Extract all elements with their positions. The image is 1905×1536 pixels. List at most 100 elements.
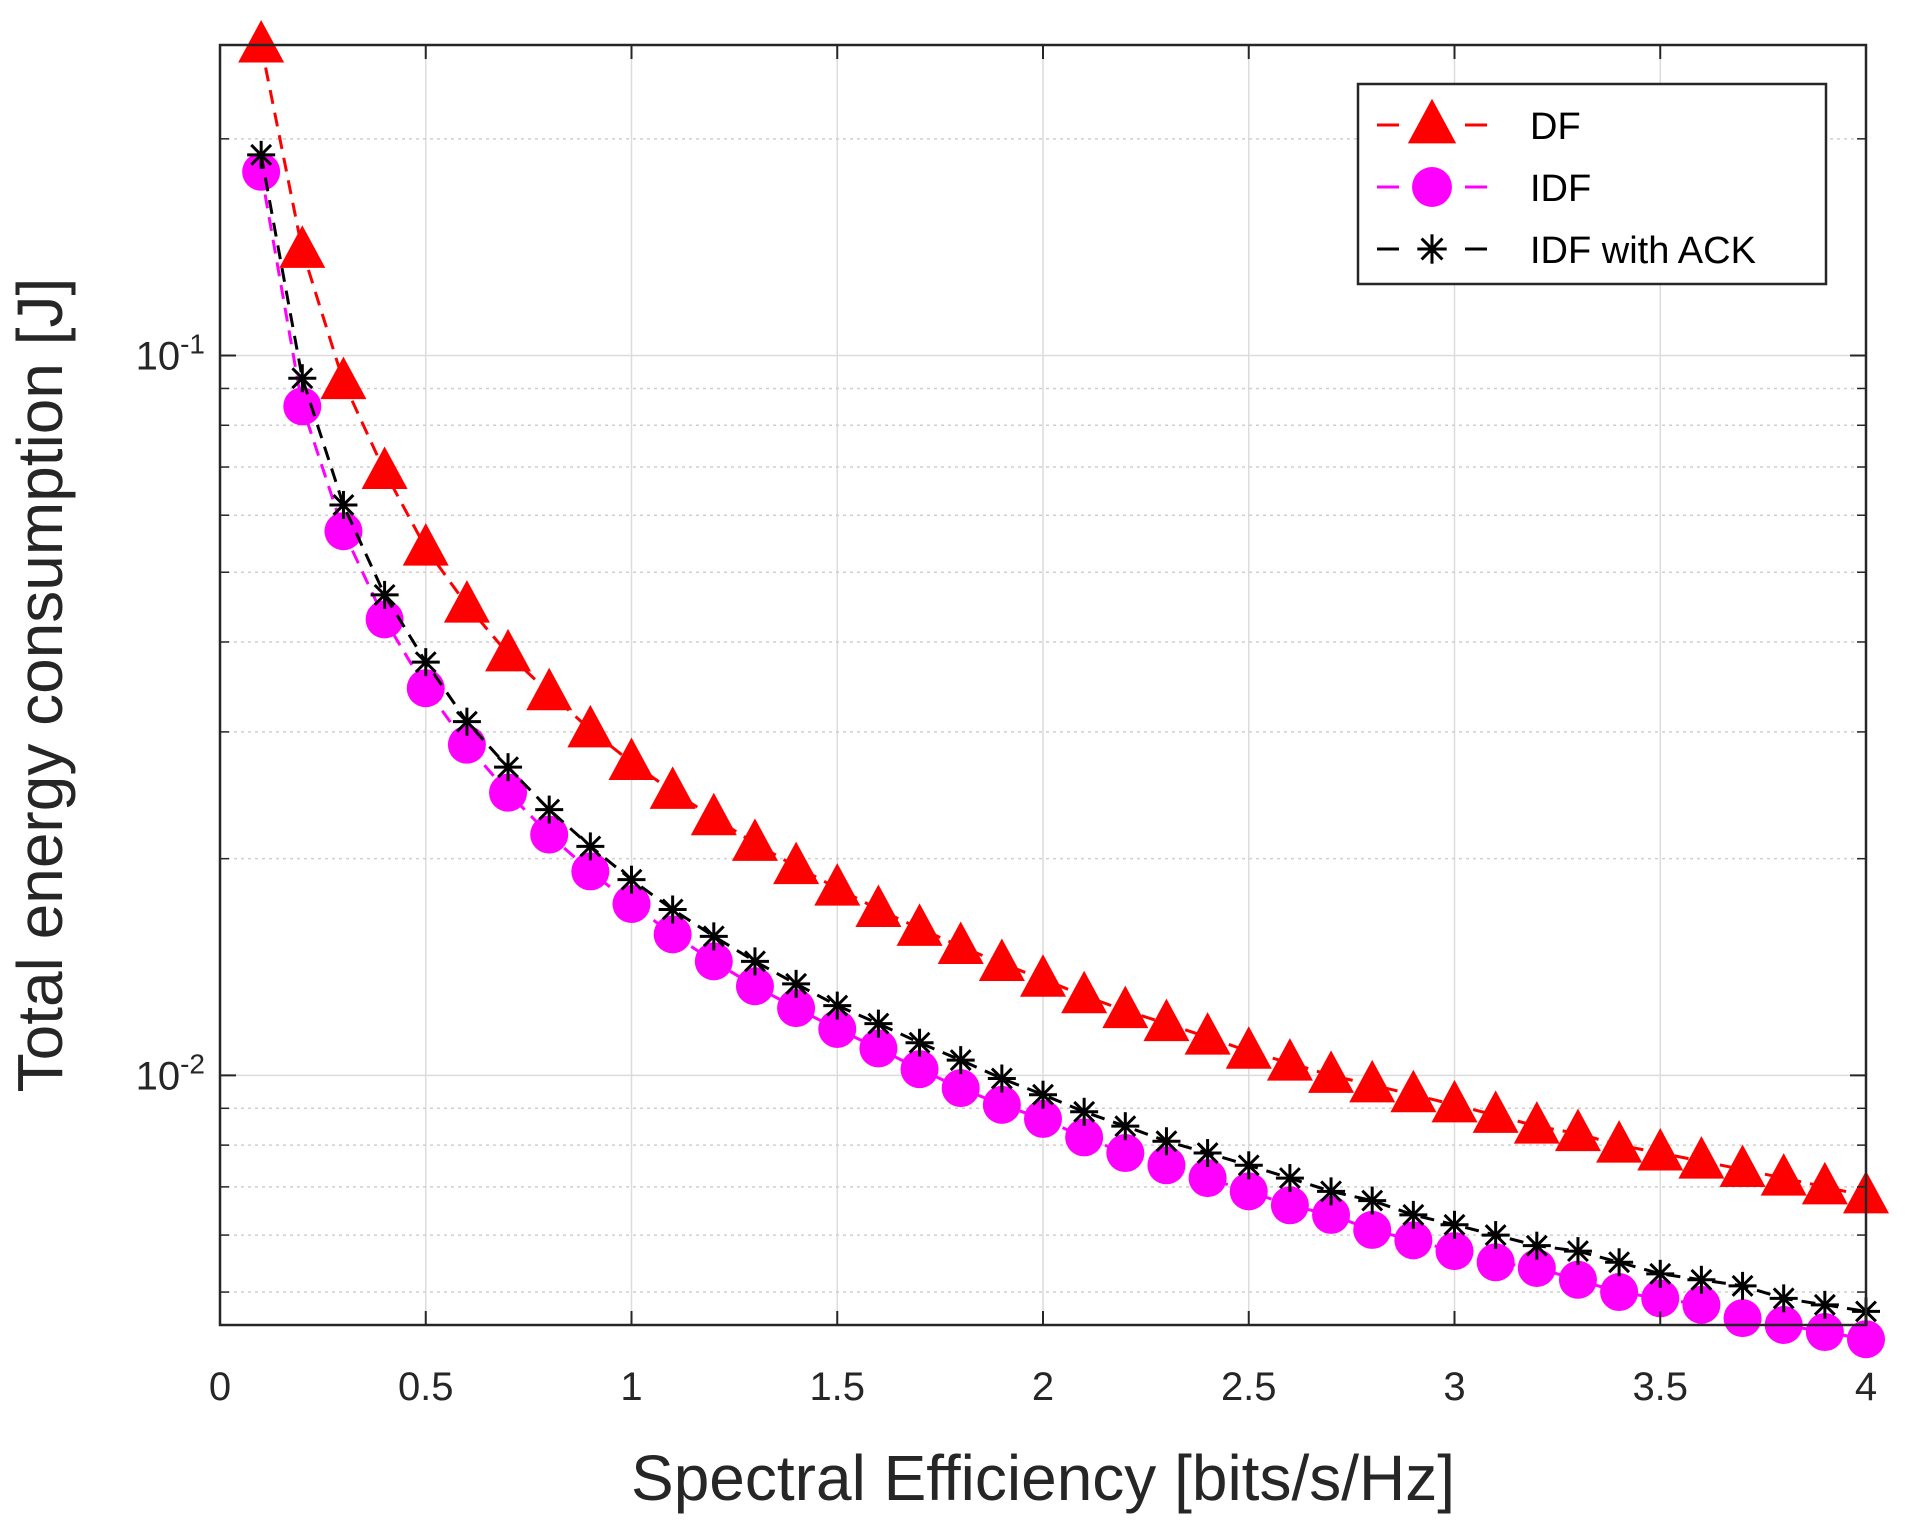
data-point-idf bbox=[1229, 1172, 1268, 1211]
data-point-df bbox=[855, 884, 902, 927]
data-point-idf bbox=[1558, 1260, 1597, 1299]
data-point-idf-with-ack bbox=[1029, 1080, 1057, 1109]
asterisk-stroke bbox=[1278, 1167, 1301, 1190]
y-tick-label: 10-2 bbox=[136, 1048, 205, 1098]
x-axis-label: Spectral Efficiency [bits/s/Hz] bbox=[631, 1442, 1455, 1514]
legend-marker-idf bbox=[1412, 167, 1452, 207]
data-point-idf bbox=[1188, 1159, 1227, 1198]
data-point-df bbox=[1554, 1108, 1601, 1152]
data-point-idf-with-ack bbox=[782, 969, 811, 998]
asterisk-stroke bbox=[1196, 1142, 1219, 1165]
data-point-idf bbox=[982, 1085, 1021, 1124]
data-point-df bbox=[649, 766, 696, 809]
data-point-df bbox=[1760, 1153, 1807, 1196]
data-point-df bbox=[1225, 1026, 1272, 1069]
data-point-idf-with-ack bbox=[1646, 1259, 1675, 1288]
data-point-df bbox=[1596, 1120, 1643, 1163]
data-point-idf-with-ack bbox=[905, 1028, 934, 1057]
data-point-df bbox=[690, 792, 737, 836]
data-point-idf bbox=[612, 885, 651, 924]
asterisk-stroke bbox=[373, 583, 396, 606]
asterisk-stroke bbox=[1731, 1274, 1754, 1297]
asterisk-stroke bbox=[826, 994, 849, 1017]
data-point-idf bbox=[1723, 1299, 1762, 1338]
asterisk-stroke bbox=[1032, 1083, 1054, 1106]
asterisk-stroke bbox=[250, 143, 273, 166]
data-point-idf bbox=[1394, 1221, 1433, 1260]
data-point-idf-with-ack bbox=[1152, 1127, 1181, 1156]
data-point-idf bbox=[1312, 1195, 1351, 1234]
asterisk-stroke bbox=[1566, 1240, 1589, 1263]
x-tick-label: 3.5 bbox=[1632, 1365, 1688, 1409]
asterisk-stroke bbox=[990, 1067, 1013, 1090]
x-tick-label: 1.5 bbox=[809, 1365, 865, 1409]
data-point-df bbox=[1020, 954, 1066, 997]
data-point-idf-with-ack bbox=[740, 947, 769, 976]
data-point-df bbox=[1266, 1038, 1313, 1081]
series-idf bbox=[242, 152, 1885, 1359]
data-point-idf-with-ack bbox=[617, 865, 646, 894]
data-point-df bbox=[320, 356, 367, 400]
asterisk-stroke bbox=[538, 798, 561, 821]
data-point-idf-with-ack bbox=[699, 922, 728, 951]
data-point-idf bbox=[1641, 1279, 1680, 1318]
data-point-idf-with-ack bbox=[1111, 1112, 1140, 1141]
data-point-idf-with-ack bbox=[1358, 1186, 1387, 1215]
data-point-idf bbox=[1435, 1232, 1474, 1271]
data-point-df bbox=[731, 818, 778, 861]
series-line-df bbox=[259, 44, 1867, 1198]
asterisk-stroke bbox=[332, 494, 355, 516]
data-point-df bbox=[1061, 970, 1108, 1014]
legend-label-idf-with-ack: IDF with ACK bbox=[1530, 230, 1756, 272]
asterisk-stroke bbox=[661, 898, 684, 921]
asterisk-stroke bbox=[291, 367, 314, 390]
data-point-idf-with-ack bbox=[1687, 1265, 1716, 1294]
x-tick-label: 1 bbox=[620, 1365, 642, 1409]
data-point-idf-with-ack bbox=[1810, 1290, 1839, 1319]
data-point-idf bbox=[1476, 1243, 1515, 1282]
data-point-idf bbox=[694, 942, 733, 981]
y-axis-label: Total energy consumption [J] bbox=[4, 278, 76, 1093]
series-line-idf-with-ack bbox=[259, 154, 1867, 1313]
asterisk-stroke bbox=[414, 651, 437, 674]
asterisk-stroke bbox=[620, 868, 643, 891]
data-point-idf-with-ack bbox=[1440, 1210, 1469, 1239]
data-point-idf bbox=[1682, 1285, 1721, 1324]
asterisk-stroke bbox=[1649, 1262, 1672, 1285]
data-point-idf-with-ack bbox=[576, 832, 605, 861]
asterisk-stroke bbox=[702, 925, 725, 948]
data-point-idf bbox=[1065, 1118, 1104, 1157]
data-point-df bbox=[1308, 1050, 1355, 1093]
data-point-idf-with-ack bbox=[411, 648, 440, 677]
data-point-idf-with-ack bbox=[823, 991, 852, 1020]
data-point-df bbox=[279, 225, 326, 268]
data-point-df bbox=[485, 628, 532, 672]
x-tick-labels: 0 0.5 1 1.5 2 2.5 3 3.5 4 bbox=[209, 1365, 1877, 1409]
data-point-idf-with-ack bbox=[535, 795, 564, 824]
data-point-df bbox=[1637, 1128, 1684, 1171]
asterisk-stroke bbox=[497, 756, 520, 779]
data-point-idf bbox=[1600, 1273, 1639, 1312]
data-point-idf bbox=[735, 967, 774, 1006]
x-tick-label: 0.5 bbox=[398, 1365, 454, 1409]
x-tick-label: 2.5 bbox=[1221, 1365, 1277, 1409]
legend-label-idf: IDF bbox=[1530, 168, 1591, 210]
data-point-df bbox=[1390, 1069, 1437, 1113]
data-point-idf-with-ack bbox=[946, 1046, 975, 1075]
data-point-df bbox=[773, 841, 820, 885]
data-point-df bbox=[1513, 1101, 1560, 1144]
asterisk-stroke bbox=[1443, 1213, 1466, 1236]
legend-marker-df bbox=[1407, 98, 1457, 144]
y-tick-exponent: -2 bbox=[180, 1048, 205, 1079]
asterisk-stroke bbox=[785, 972, 808, 995]
series-layer bbox=[238, 20, 1889, 1359]
data-point-idf bbox=[1270, 1186, 1309, 1225]
data-point-idf-with-ack bbox=[1275, 1164, 1304, 1193]
data-point-idf-with-ack bbox=[1070, 1097, 1099, 1126]
asterisk-stroke bbox=[1402, 1203, 1425, 1226]
data-point-df bbox=[1678, 1136, 1725, 1179]
data-point-idf bbox=[900, 1050, 939, 1089]
y-tick-base: 10 bbox=[136, 335, 181, 379]
